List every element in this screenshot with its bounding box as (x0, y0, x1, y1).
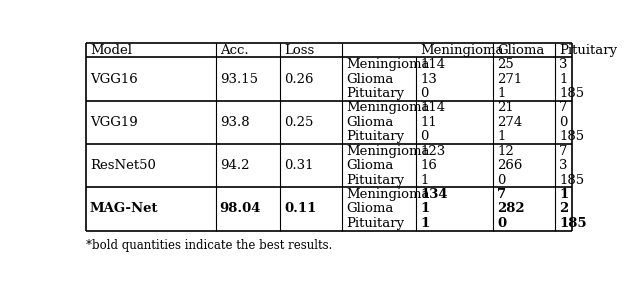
Text: 266: 266 (497, 159, 523, 172)
Text: 0: 0 (559, 116, 568, 129)
Text: 123: 123 (420, 145, 445, 158)
Text: Glioma: Glioma (346, 202, 394, 215)
Text: 1: 1 (497, 87, 506, 100)
Text: 3: 3 (559, 159, 568, 172)
Text: 0.25: 0.25 (284, 116, 314, 129)
Text: MAG-Net: MAG-Net (90, 202, 159, 215)
Text: Pituitary: Pituitary (346, 87, 404, 100)
Text: Pituitary: Pituitary (346, 130, 404, 143)
Text: 114: 114 (420, 58, 445, 71)
Text: Meningioma: Meningioma (346, 58, 429, 71)
Text: 3: 3 (559, 58, 568, 71)
Text: 1: 1 (559, 72, 568, 86)
Text: Glioma: Glioma (346, 116, 394, 129)
Text: Model: Model (90, 44, 132, 57)
Text: 21: 21 (497, 101, 514, 114)
Text: 0.26: 0.26 (284, 72, 314, 86)
Text: 1: 1 (497, 130, 506, 143)
Text: 282: 282 (497, 202, 525, 215)
Text: Pituitary: Pituitary (346, 217, 404, 230)
Text: Pituitary: Pituitary (346, 174, 404, 187)
Text: 94.2: 94.2 (220, 159, 249, 172)
Text: Glioma: Glioma (346, 159, 394, 172)
Text: 98.04: 98.04 (220, 202, 261, 215)
Text: VGG16: VGG16 (90, 72, 138, 86)
Text: 0: 0 (420, 87, 428, 100)
Text: 114: 114 (420, 101, 445, 114)
Text: Acc.: Acc. (220, 44, 248, 57)
Text: 1: 1 (559, 188, 568, 201)
Text: 0: 0 (497, 217, 506, 230)
Text: 274: 274 (497, 116, 522, 129)
Text: 1: 1 (420, 174, 428, 187)
Text: Pituitary: Pituitary (559, 44, 617, 57)
Text: Loss: Loss (284, 44, 315, 57)
Text: ResNet50: ResNet50 (90, 159, 156, 172)
Text: 185: 185 (559, 130, 584, 143)
Text: 0: 0 (420, 130, 428, 143)
Text: 93.15: 93.15 (220, 72, 258, 86)
Text: 25: 25 (497, 58, 514, 71)
Text: 185: 185 (559, 87, 584, 100)
Text: 12: 12 (497, 145, 514, 158)
Text: VGG19: VGG19 (90, 116, 138, 129)
Text: 185: 185 (559, 174, 584, 187)
Text: 134: 134 (420, 188, 447, 201)
Text: 93.8: 93.8 (220, 116, 250, 129)
Text: 0: 0 (497, 174, 506, 187)
Text: Meningioma: Meningioma (346, 188, 429, 201)
Text: 1: 1 (420, 217, 429, 230)
Text: 0.11: 0.11 (284, 202, 317, 215)
Text: 1: 1 (420, 202, 429, 215)
Text: 7: 7 (559, 101, 568, 114)
Text: 16: 16 (420, 159, 437, 172)
Text: Meningioma: Meningioma (346, 145, 429, 158)
Text: 13: 13 (420, 72, 437, 86)
Text: 185: 185 (559, 217, 587, 230)
Text: 7: 7 (497, 188, 506, 201)
Text: 11: 11 (420, 116, 436, 129)
Text: 7: 7 (559, 145, 568, 158)
Text: Meningioma: Meningioma (420, 44, 504, 57)
Text: Glioma: Glioma (346, 72, 394, 86)
Text: Meningioma: Meningioma (346, 101, 429, 114)
Text: 271: 271 (497, 72, 522, 86)
Text: 2: 2 (559, 202, 568, 215)
Text: Glioma: Glioma (497, 44, 545, 57)
Text: *bold quantities indicate the best results.: *bold quantities indicate the best resul… (86, 239, 332, 251)
Text: 0.31: 0.31 (284, 159, 314, 172)
